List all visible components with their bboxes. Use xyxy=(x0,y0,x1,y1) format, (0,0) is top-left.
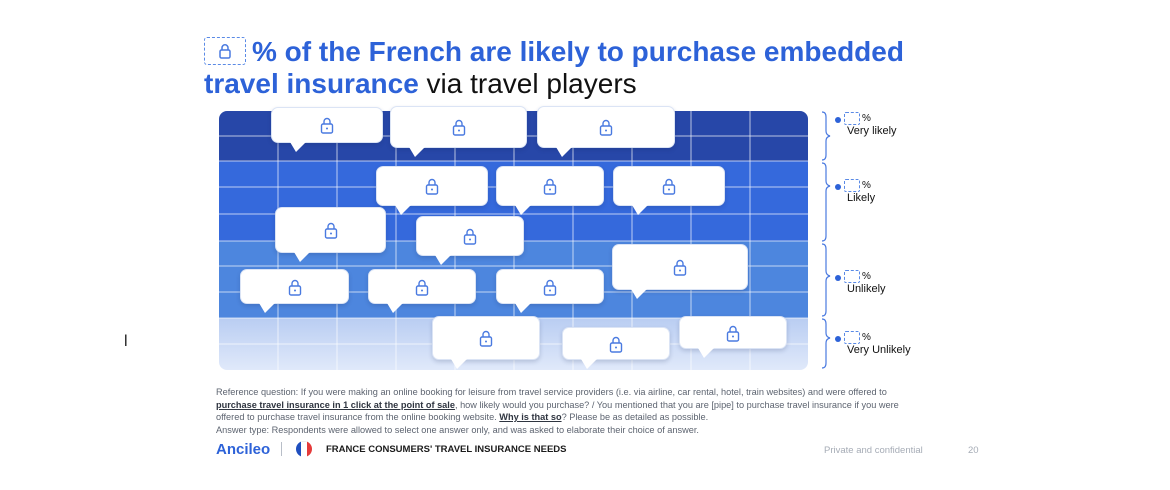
lock-icon xyxy=(543,178,557,195)
category-label: Very likely xyxy=(847,125,897,137)
percent-sign: % xyxy=(862,180,871,191)
locked-comment-bubble xyxy=(432,316,540,369)
lock-icon xyxy=(609,336,623,353)
bullet-dot xyxy=(835,275,841,281)
category-label: Unlikely xyxy=(847,283,886,295)
percent-sign: % xyxy=(862,113,871,124)
bullet-dot xyxy=(835,117,841,123)
footer-divider xyxy=(281,442,282,456)
note-emphasis-why: Why is that so xyxy=(499,412,562,422)
lock-icon xyxy=(599,119,613,136)
france-flag-icon xyxy=(296,441,312,457)
locked-comment-bubble xyxy=(537,106,675,157)
locked-percentage-placeholder xyxy=(844,112,860,125)
percent-sign: % xyxy=(862,271,871,282)
reference-notes: Reference question: If you were making a… xyxy=(216,386,1006,436)
lock-icon xyxy=(415,279,429,296)
brand-logo: Ancileo xyxy=(216,441,271,458)
note-emphasis-purchase: purchase travel insurance in 1 click at … xyxy=(216,399,455,410)
category-label: Very Unlikely xyxy=(847,344,911,356)
category-brackets xyxy=(821,111,831,369)
note-text: ? Please be as detailed as possible. xyxy=(561,412,709,422)
note-text: offered to purchase travel insurance fro… xyxy=(216,412,500,422)
lock-icon xyxy=(452,119,465,136)
locked-comment-bubble xyxy=(390,106,527,157)
lock-icon xyxy=(219,44,231,59)
locked-comment-bubble xyxy=(679,316,787,358)
locked-comment-bubble xyxy=(275,207,386,262)
locked-comment-bubble xyxy=(368,269,476,313)
title-text-1: % of the French are likely to purchase e… xyxy=(252,36,904,67)
lock-icon xyxy=(726,325,740,342)
lock-icon xyxy=(288,279,301,296)
locked-comment-bubble xyxy=(240,269,349,313)
locked-comment-bubble xyxy=(613,166,725,215)
title-line-1: % of the French are likely to purchase e… xyxy=(204,36,1004,68)
note-line-1: Reference question: If you were making a… xyxy=(216,387,887,397)
title-text-2: via travel players xyxy=(418,68,637,99)
note-line-2: purchase travel insurance in 1 click at … xyxy=(216,399,1006,412)
lock-icon xyxy=(479,330,493,347)
locked-comment-bubble xyxy=(612,244,748,299)
slide-footer: Ancileo FRANCE CONSUMERS' TRAVEL INSURAN… xyxy=(216,441,986,459)
lock-icon xyxy=(320,117,334,134)
locked-comment-bubble xyxy=(416,216,524,265)
locked-percentage-placeholder xyxy=(204,37,246,65)
locked-comment-bubble xyxy=(376,166,488,215)
page-number: 20 xyxy=(968,445,979,456)
locked-percentage-placeholder xyxy=(844,270,860,283)
percent-sign: % xyxy=(862,332,871,343)
note-line-3: offered to purchase travel insurance fro… xyxy=(216,411,1006,424)
report-title: FRANCE CONSUMERS' TRAVEL INSURANCE NEEDS xyxy=(326,444,567,455)
confidential-label: Private and confidential xyxy=(824,445,923,456)
slide-title: % of the French are likely to purchase e… xyxy=(204,36,1004,100)
title-line-2: travel insurance via travel players xyxy=(204,68,1004,100)
locked-comment-bubble xyxy=(271,107,383,152)
locked-percentage-placeholder xyxy=(844,179,860,192)
locked-comment-bubble xyxy=(496,269,604,313)
stray-mark: l xyxy=(124,333,128,350)
title-emphasis: travel insurance xyxy=(204,68,419,99)
category-label: Likely xyxy=(847,192,876,204)
note-line-4: Answer type: Respondents were allowed to… xyxy=(216,424,699,435)
locked-comment-bubble xyxy=(496,166,604,215)
locked-percentage-placeholder xyxy=(844,331,860,344)
bullet-dot xyxy=(835,184,841,190)
bullet-dot xyxy=(835,336,841,342)
lock-icon xyxy=(324,222,337,239)
lock-icon xyxy=(463,228,477,245)
note-text: , how likely would you purchase? / You m… xyxy=(454,399,899,410)
lock-icon xyxy=(543,279,557,296)
lock-icon xyxy=(425,178,439,195)
lock-icon xyxy=(662,178,676,195)
lock-icon xyxy=(673,259,687,276)
locked-comment-bubble xyxy=(562,327,670,369)
